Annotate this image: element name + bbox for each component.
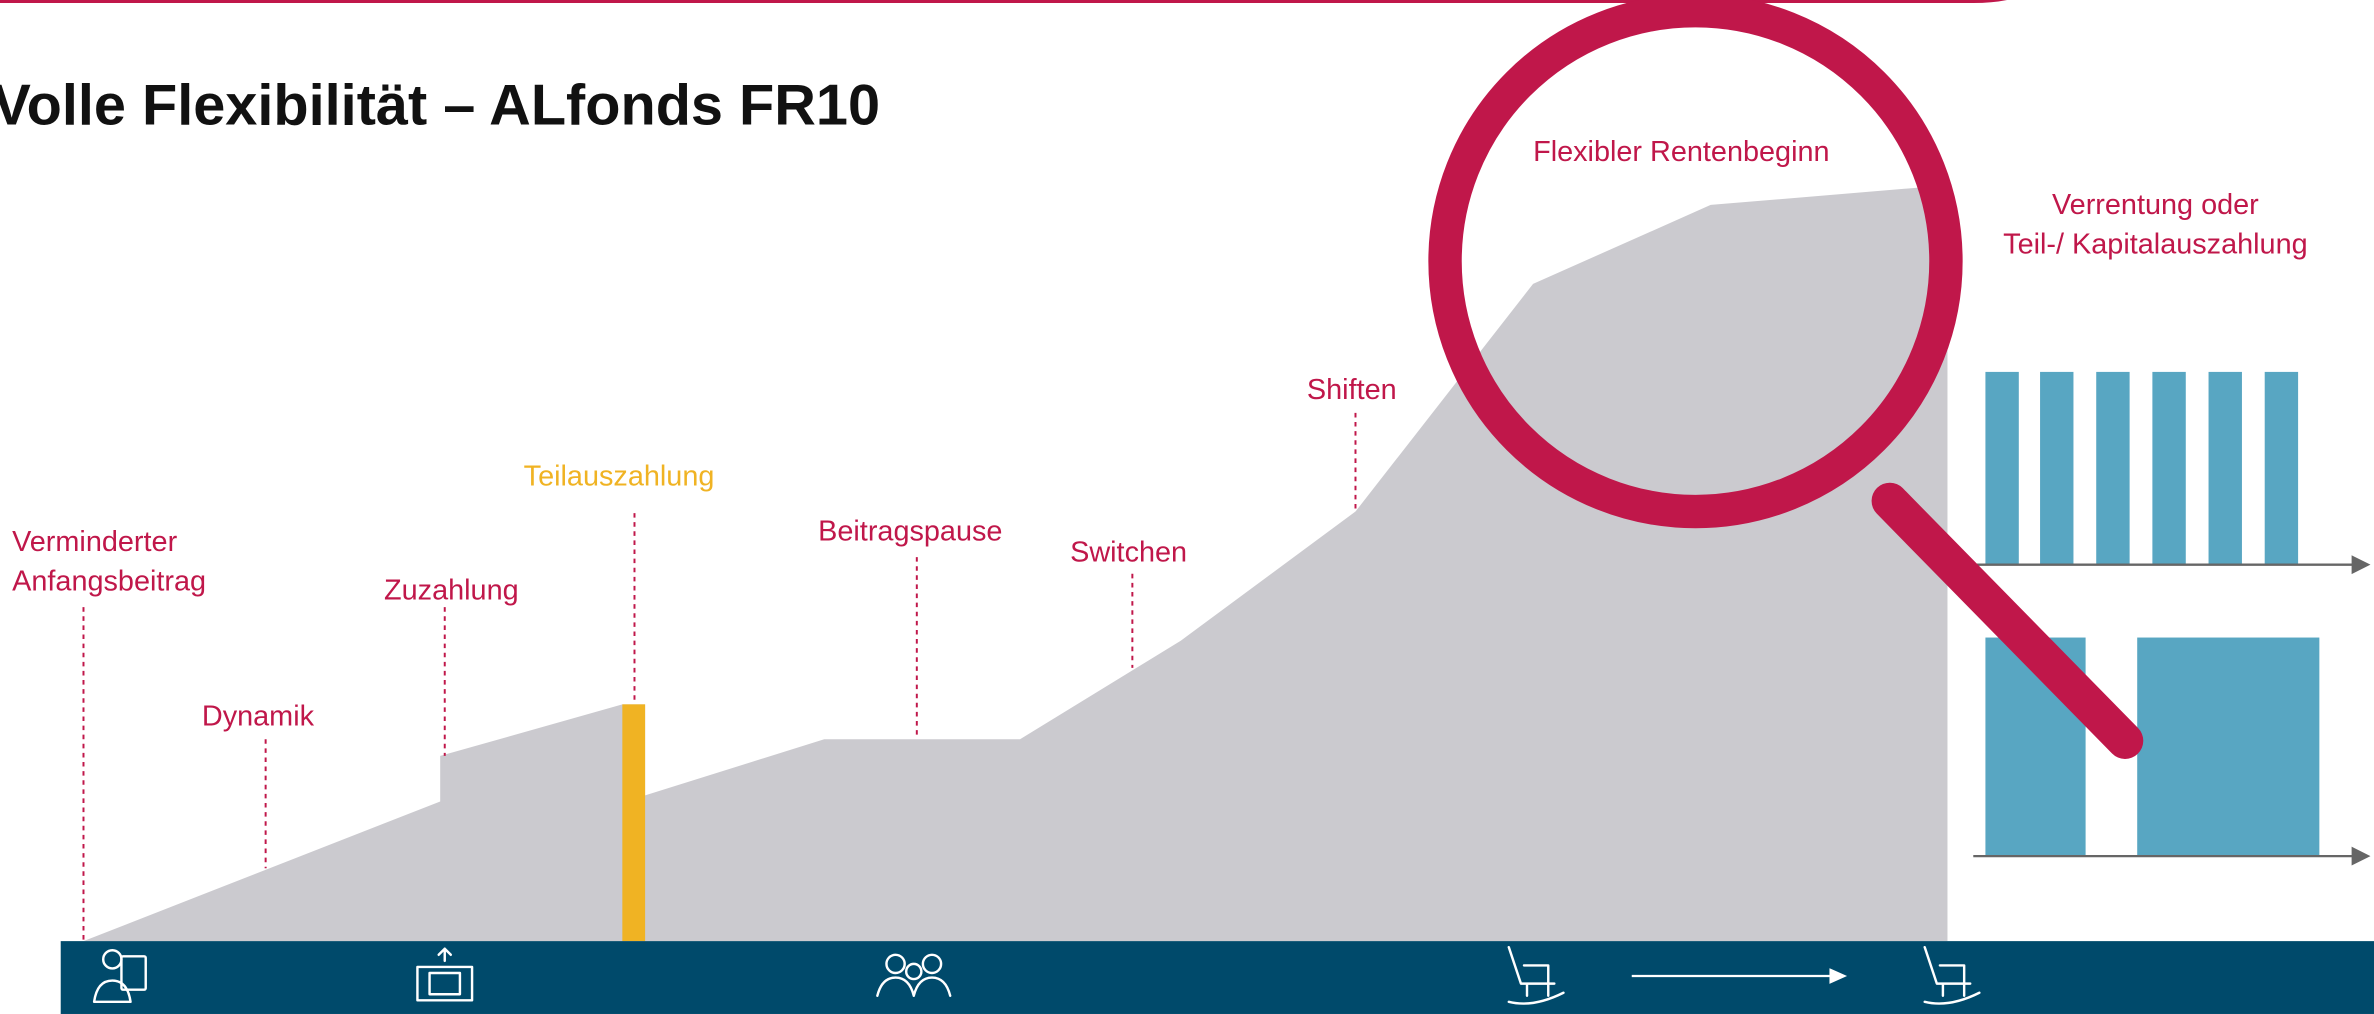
- bottom-bar: [60, 941, 2374, 1014]
- label: Teil-/ Kapitalauszahlung: [2003, 229, 2307, 261]
- label: Beitragspause: [818, 515, 1002, 547]
- label: Shiften: [1307, 374, 1397, 406]
- icon-payment: [416, 947, 474, 1002]
- annuity-bars: [1985, 371, 2320, 857]
- icon-rocking-chair: [1923, 945, 1981, 1005]
- label: Switchen: [1070, 537, 1187, 569]
- label: Zuzahlung: [384, 575, 519, 607]
- label: Teilauszahlung: [524, 461, 715, 493]
- label: Anfangsbeitrag: [12, 565, 206, 597]
- withdrawal-bar: [622, 704, 646, 942]
- icon-people: [876, 953, 952, 997]
- magnifier: [1428, 0, 2144, 759]
- label: Verrentung oder: [2052, 189, 2259, 221]
- icon-rocking-chair: [1507, 945, 1565, 1005]
- icon-person-document: [92, 949, 147, 1004]
- retirement-arrow: [1631, 968, 1848, 984]
- timeline-arrows: [1973, 555, 2371, 866]
- title: Volle Flexibilität – ALfonds FR10: [0, 73, 880, 137]
- label: Verminderter: [12, 526, 177, 558]
- growth-area: [83, 185, 1948, 942]
- label: Flexibler Rentenbeginn: [1533, 136, 1829, 168]
- label: Dynamik: [202, 701, 315, 733]
